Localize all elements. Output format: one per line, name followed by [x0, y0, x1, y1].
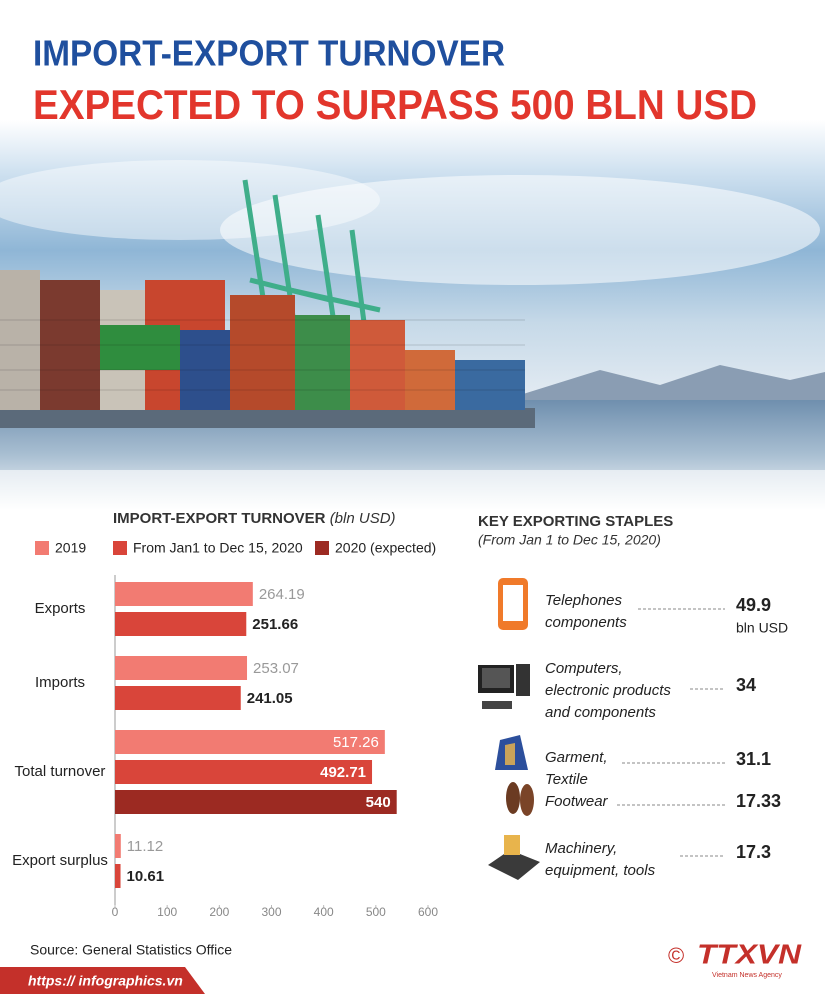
value-label: 251.66	[252, 616, 298, 633]
staple-value: 31.1	[736, 749, 771, 769]
x-tick-label: 600	[418, 905, 438, 919]
staple-label: Footwear	[545, 793, 609, 810]
bar	[115, 612, 247, 636]
staples-subtitle: (From Jan 1 to Dec 15, 2020)	[478, 532, 661, 548]
value-label: 10.61	[127, 868, 165, 885]
value-label: 264.19	[259, 586, 305, 603]
logo: TTXVN	[697, 938, 802, 969]
header-title: IMPORT-EXPORT TURNOVER	[33, 33, 505, 74]
value-label: 11.12	[127, 838, 163, 855]
bar	[115, 864, 121, 888]
staple-label: electronic products	[545, 682, 671, 699]
copyright: ©	[668, 943, 684, 968]
staple-label: equipment, tools	[545, 862, 656, 879]
x-tick-label: 0	[112, 905, 119, 919]
category-label: Total turnover	[15, 763, 106, 780]
chart-title: IMPORT-EXPORT TURNOVER (bln USD)	[113, 510, 396, 527]
x-tick-label: 200	[209, 905, 229, 919]
staple-unit: bln USD	[736, 620, 788, 636]
staple-label: Garment,	[545, 749, 608, 766]
x-tick-label: 100	[157, 905, 177, 919]
source: Source: General Statistics Office	[30, 942, 232, 958]
footer-url: https:// infographics.vn	[28, 973, 183, 989]
staple-value: 17.3	[736, 842, 771, 862]
staple-icons	[478, 578, 540, 880]
x-tick-label: 500	[366, 905, 386, 919]
value-label: 540	[366, 794, 391, 811]
bar	[115, 790, 397, 814]
staple-value: 17.33	[736, 791, 781, 811]
legend-label: From Jan1 to Dec 15, 2020	[133, 540, 303, 556]
category-label: Exports	[35, 600, 86, 617]
legend-label: 2020 (expected)	[335, 540, 436, 556]
bar	[115, 730, 385, 754]
bar	[115, 582, 253, 606]
x-tick-label: 300	[261, 905, 281, 919]
legend-label: 2019	[55, 540, 86, 556]
bar	[115, 834, 121, 858]
staple-label: components	[545, 614, 627, 631]
value-label: 517.26	[333, 734, 379, 751]
staple-value: 49.9	[736, 595, 771, 615]
value-label: 241.05	[247, 690, 293, 707]
staples-list: Telephones components 49.9 bln USD Computers…	[545, 592, 788, 879]
background-photo	[0, 120, 825, 510]
staple-label: Textile	[545, 771, 588, 788]
chart-unit: (bln USD)	[330, 510, 396, 527]
value-label: 492.71	[320, 764, 366, 781]
bar-chart: 0 100 200 300 400 500 600 264.19 251.66 Exports 25…	[12, 575, 438, 919]
legend-swatch	[113, 541, 127, 555]
value-label: 253.07	[253, 660, 299, 677]
logo-subtitle: Vietnam News Agency	[712, 972, 782, 979]
legend: 2019 From Jan1 to Dec 15, 2020 2020 (expec…	[35, 540, 436, 556]
category-label: Export surplus	[12, 852, 108, 869]
staples-title: KEY EXPORTING STAPLES	[478, 513, 673, 530]
staple-label: Computers,	[545, 660, 623, 677]
staple-label: Machinery,	[545, 840, 617, 857]
header-subtitle: EXPECTED TO SURPASS 500 BLN USD	[33, 81, 757, 128]
legend-swatch	[35, 541, 49, 555]
bar	[115, 686, 241, 710]
staple-label: and components	[545, 704, 656, 721]
footer-bar	[0, 967, 205, 994]
chart-title-text: IMPORT-EXPORT TURNOVER	[113, 510, 326, 527]
x-tick-label: 400	[314, 905, 334, 919]
legend-swatch	[315, 541, 329, 555]
bar	[115, 656, 248, 680]
staple-value: 34	[736, 675, 756, 695]
category-label: Imports	[35, 674, 85, 691]
containers	[0, 270, 525, 410]
bar	[115, 760, 373, 784]
staple-label: Telephones	[545, 592, 623, 609]
